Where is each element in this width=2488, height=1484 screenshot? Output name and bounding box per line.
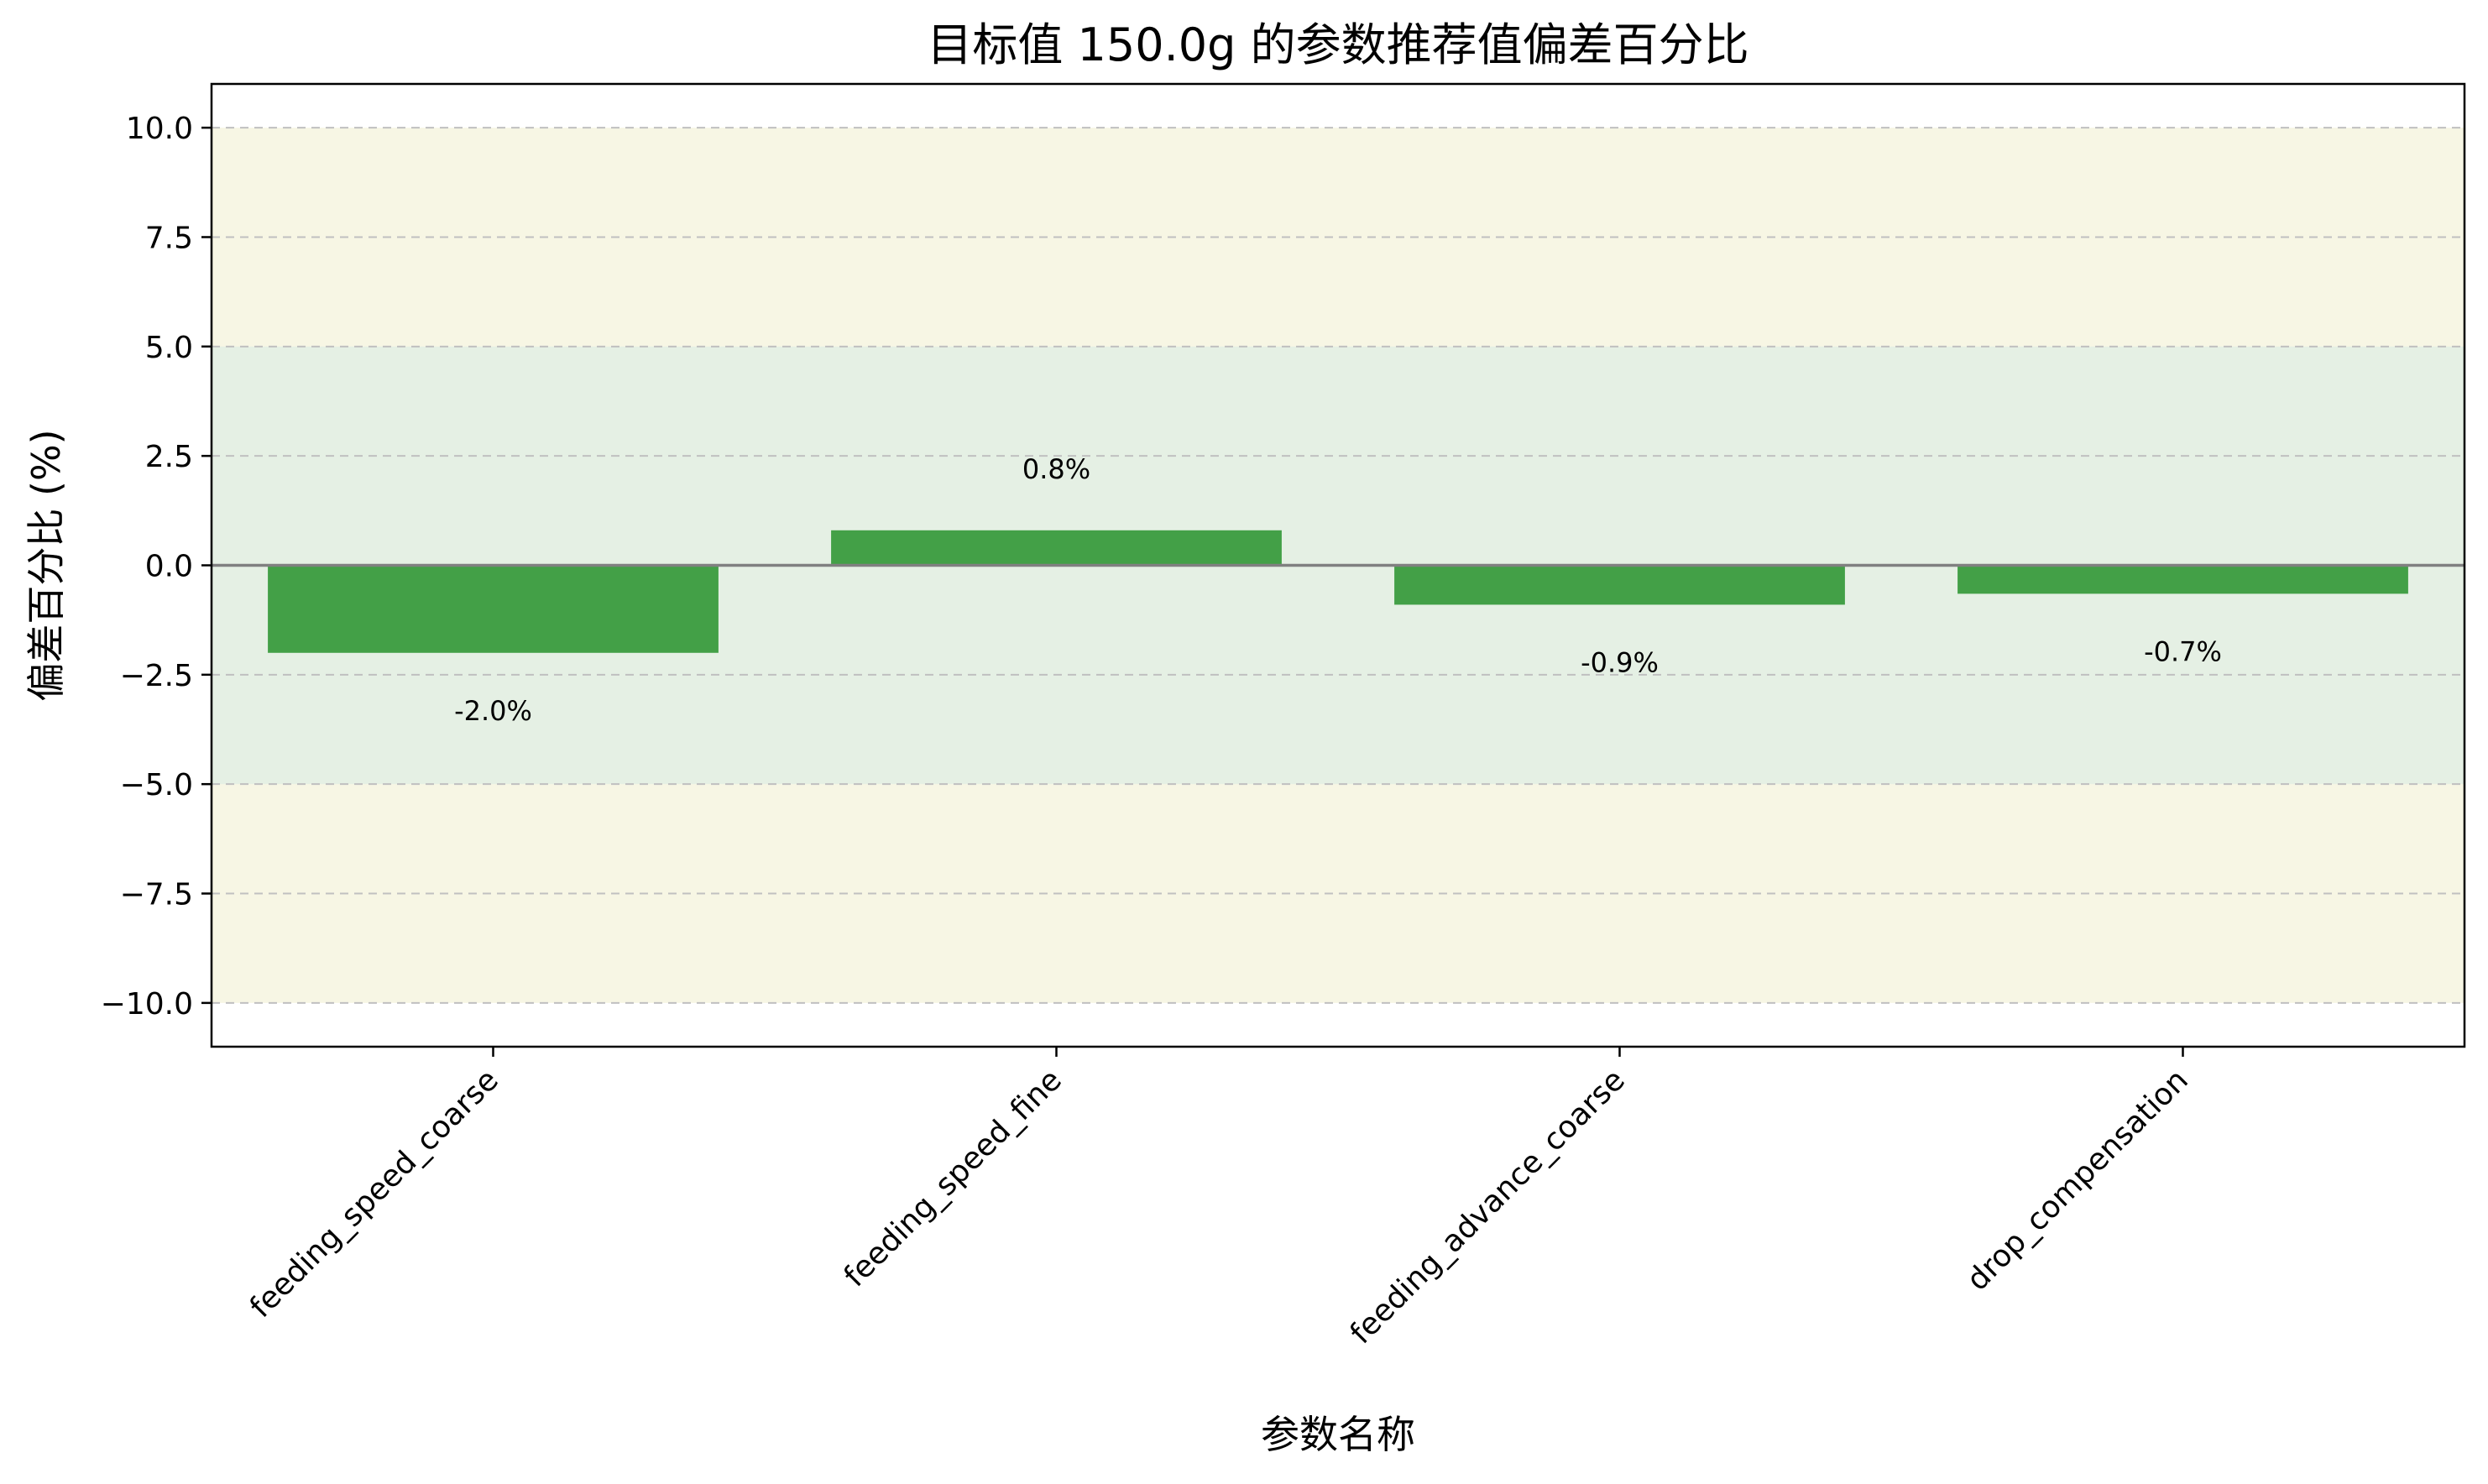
y-tick-label: 10.0 <box>126 112 193 146</box>
y-tick-label: −7.5 <box>120 878 193 912</box>
chart-title: 目标值 150.0g 的参数推荐值偏差百分比 <box>927 18 1748 71</box>
bar-drop-compensation <box>1957 565 2408 594</box>
data-label: -0.9% <box>1581 646 1659 678</box>
y-tick-label: −10.0 <box>101 987 193 1022</box>
data-label: -2.0% <box>454 695 532 727</box>
y-tick-label: 5.0 <box>145 331 193 365</box>
x-tick-label: feeding_advance_coarse <box>1344 1063 1632 1351</box>
bar-feeding-advance-coarse <box>1394 565 1845 605</box>
data-labels: -2.0% 0.8% -0.9% -0.7% <box>454 453 2222 727</box>
x-axis-label: 参数名称 <box>1261 1412 1415 1457</box>
x-tick-label: drop_compensation <box>1960 1063 2194 1297</box>
y-axis-ticks: −10.0 −7.5 −5.0 −2.5 0.0 2.5 5.0 7.5 10.0 <box>101 112 212 1022</box>
y-tick-label: −2.5 <box>120 659 193 693</box>
data-label: 0.8% <box>1022 453 1090 485</box>
y-tick-label: 7.5 <box>145 221 193 255</box>
y-tick-label: −5.0 <box>120 768 193 802</box>
y-tick-label: 2.5 <box>145 440 193 474</box>
bar-feeding-speed-coarse <box>268 565 719 653</box>
x-axis-ticks: feeding_speed_coarse feeding_speed_fine fe… <box>243 1047 2195 1351</box>
bars <box>268 530 2408 653</box>
data-label: -0.7% <box>2144 635 2222 667</box>
y-tick-label: 0.0 <box>145 550 193 584</box>
bar-feeding-speed-fine <box>831 530 1282 566</box>
x-tick-label: feeding_speed_coarse <box>243 1063 505 1325</box>
y-axis-label: 偏差百分比 (%) <box>24 429 69 701</box>
x-tick-label: feeding_speed_fine <box>838 1063 1069 1293</box>
